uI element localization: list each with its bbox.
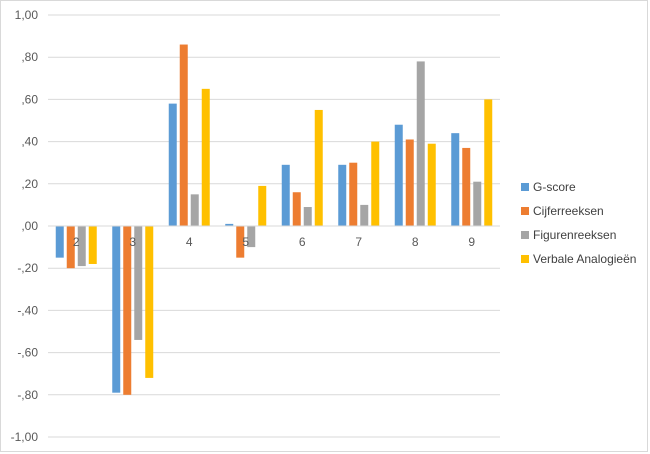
bar-verbale-analogie-n-3 [145, 226, 154, 378]
x-tick-label: 7 [355, 235, 362, 249]
y-tick-label: -,60 [17, 346, 38, 360]
bar-verbale-analogie-n-5 [258, 185, 267, 226]
y-tick-label: ,60 [21, 92, 38, 106]
bar-figurenreeksen-3 [134, 226, 143, 340]
bar-g-score-7 [338, 164, 347, 226]
x-tick-label: 8 [412, 235, 419, 249]
bar-figurenreeksen-5 [247, 226, 256, 248]
x-tick-label: 2 [73, 235, 80, 249]
x-tick-label: 4 [186, 235, 193, 249]
y-tick-label: ,00 [21, 219, 38, 233]
bar-g-score-8 [394, 124, 403, 226]
legend-label: Figurenreeksen [533, 228, 616, 242]
y-tick-label: 1,00 [15, 8, 39, 22]
x-tick-label: 5 [242, 235, 249, 249]
bar-cijferreeksen-4 [179, 44, 188, 226]
y-tick-label: -,40 [17, 303, 38, 317]
bar-verbale-analogie-n-7 [371, 141, 380, 226]
legend-swatch [521, 207, 529, 215]
x-tick-label: 6 [299, 235, 306, 249]
bar-verbale-analogie-n-6 [314, 109, 323, 226]
bar-g-score-5 [225, 223, 234, 226]
bar-verbale-analogie-n-2 [88, 226, 97, 264]
bar-figurenreeksen-6 [303, 207, 312, 226]
y-tick-label: ,80 [21, 50, 38, 64]
axes: 1,00 ,80 ,60 ,40 ,20 ,00 -,20 -,40 -,60 -,80 -1,00… [11, 8, 500, 444]
y-tick-label: -,80 [17, 388, 38, 402]
bar-figurenreeksen-8 [416, 61, 425, 226]
y-tick-label: -,20 [17, 261, 38, 275]
bar-g-score-6 [281, 164, 290, 226]
bar-g-score-2 [55, 226, 64, 258]
bar-figurenreeksen-2 [77, 226, 86, 267]
bar-g-score-3 [112, 226, 121, 393]
bar-figurenreeksen-9 [473, 181, 482, 226]
y-tick-label: -1,00 [11, 430, 39, 444]
legend: G-score Cijferreeksen Figurenreeksen Verbal… [521, 180, 636, 266]
legend-swatch [521, 183, 529, 191]
bar-cijferreeksen-2 [66, 226, 75, 269]
bar-cijferreeksen-8 [405, 139, 414, 226]
bar-cijferreeksen-9 [462, 147, 471, 226]
bar-verbale-analogie-n-8 [427, 143, 436, 226]
bar-cijferreeksen-6 [292, 192, 301, 226]
y-tick-label: ,20 [21, 177, 38, 191]
legend-label: Cijferreeksen [533, 204, 604, 218]
bar-figurenreeksen-4 [190, 194, 199, 226]
legend-swatch [521, 255, 529, 263]
bar-g-score-4 [168, 103, 177, 226]
bar-verbale-analogie-n-9 [484, 99, 493, 226]
bar-cijferreeksen-3 [123, 226, 132, 395]
bars [55, 44, 493, 395]
bar-cijferreeksen-7 [349, 162, 358, 226]
legend-swatch [521, 231, 529, 239]
bar-cijferreeksen-5 [236, 226, 245, 258]
legend-label: G-score [533, 180, 576, 194]
x-tick-label: 9 [468, 235, 475, 249]
legend-label: Verbale Analogieën [533, 252, 636, 266]
bar-figurenreeksen-7 [360, 204, 369, 226]
x-tick-label: 3 [129, 235, 136, 249]
y-tick-label: ,40 [21, 135, 38, 149]
bar-verbale-analogie-n-4 [201, 88, 210, 226]
bar-g-score-9 [451, 133, 460, 226]
